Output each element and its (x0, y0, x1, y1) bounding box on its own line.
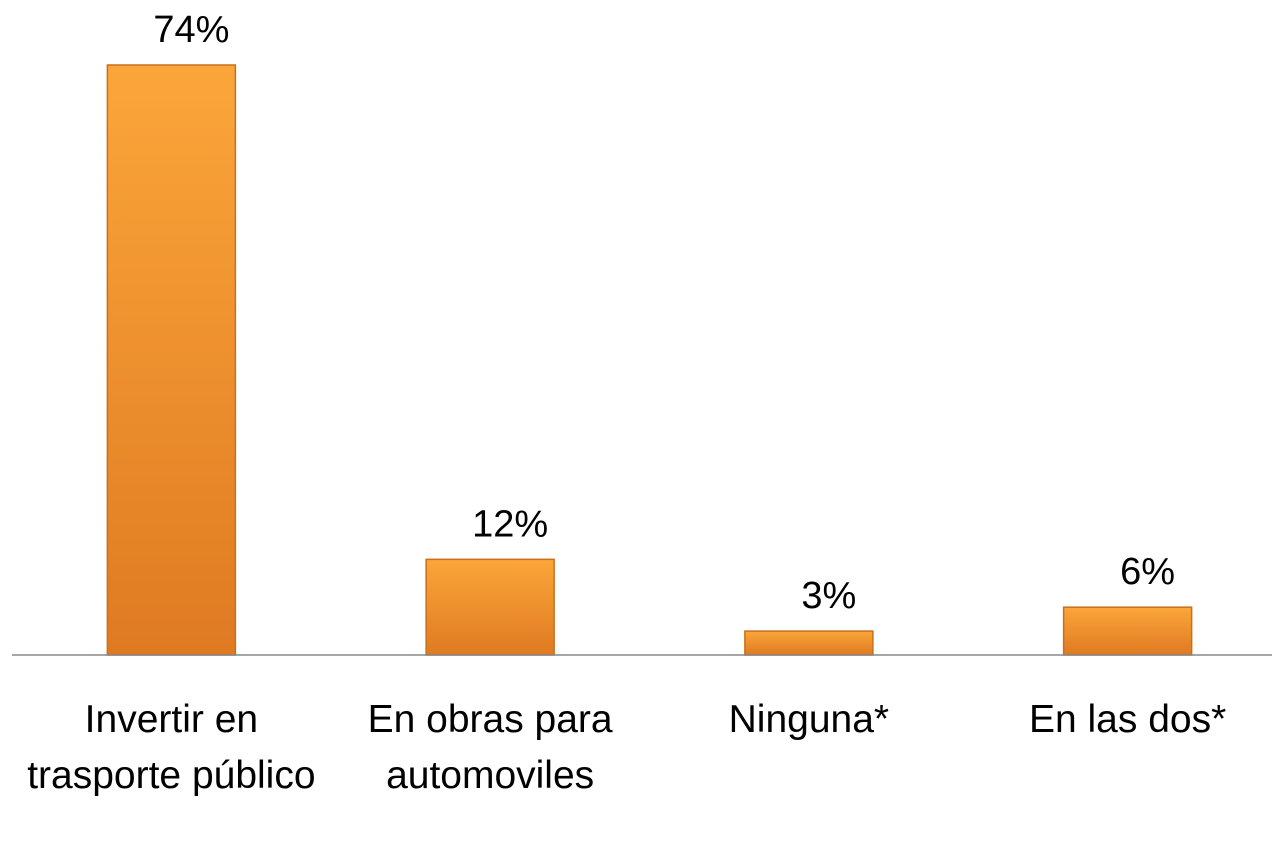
bar (744, 630, 874, 656)
bar (106, 64, 237, 656)
x-tick-label: Ninguna* (728, 698, 890, 741)
x-tick-label: En obras para automoviles (367, 698, 613, 797)
x-tick-label: Invertir en trasporte público (27, 698, 316, 797)
data-label: 74% (153, 9, 229, 51)
bar (1062, 606, 1193, 656)
data-label: 12% (472, 503, 548, 545)
data-label: 3% (801, 575, 856, 617)
bar (425, 558, 555, 656)
data-label: 6% (1120, 551, 1175, 593)
x-tick-label: En las dos* (1028, 698, 1227, 741)
